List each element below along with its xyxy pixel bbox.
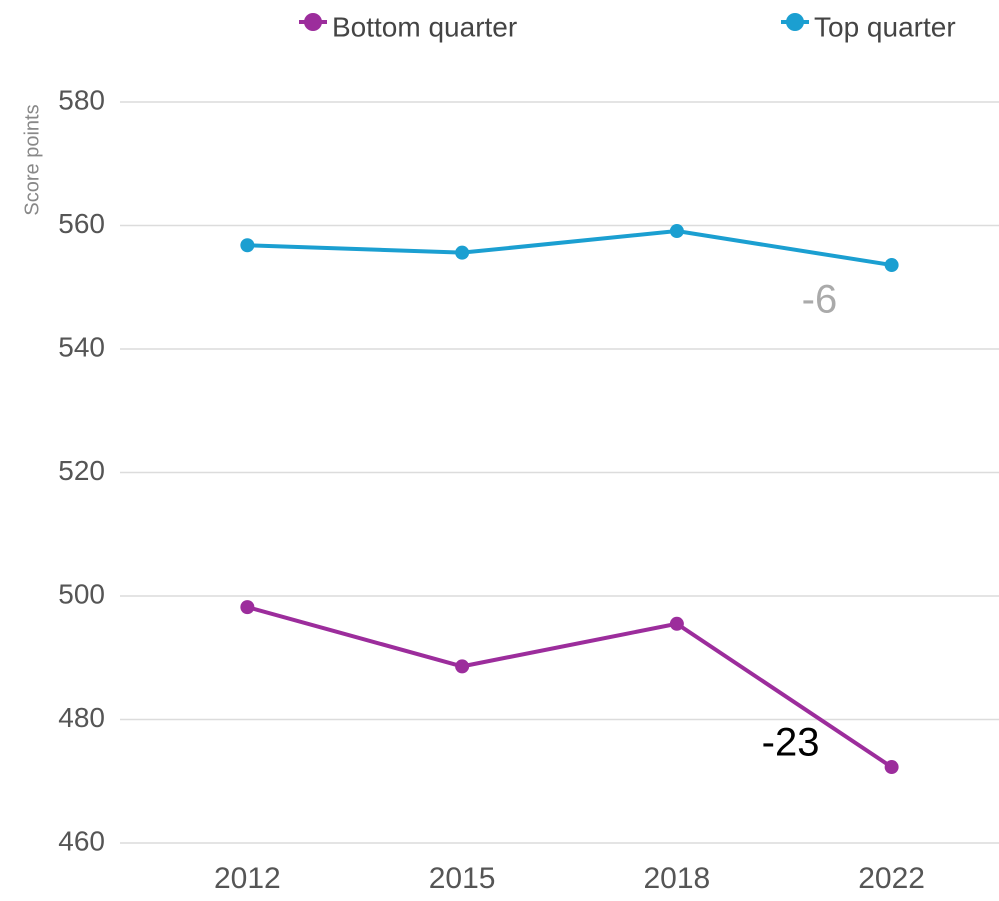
y-tick-label: 540 (58, 331, 105, 362)
y-tick-label: 580 (58, 84, 105, 115)
data-point (884, 258, 899, 273)
y-axis-label: Score points (21, 104, 43, 215)
series-line (247, 229, 892, 267)
legend-label: Top quarter (814, 11, 956, 42)
y-tick-label: 480 (58, 702, 105, 733)
data-point (455, 245, 470, 260)
data-point (240, 238, 255, 253)
data-point (884, 760, 899, 775)
data-point (669, 224, 684, 239)
data-point (240, 600, 255, 615)
legend-swatch (304, 13, 322, 31)
y-tick-label: 560 (58, 208, 105, 239)
y-tick-label: 460 (58, 825, 105, 856)
legend-swatch (786, 13, 804, 31)
annotation: -23 (762, 721, 820, 765)
x-tick-label: 2015 (429, 862, 496, 895)
x-tick-label: 2012 (214, 862, 281, 895)
annotation: -6 (802, 278, 838, 322)
x-tick-label: 2018 (644, 862, 711, 895)
x-tick-label: 2022 (858, 862, 925, 895)
data-point (669, 616, 684, 631)
legend-label: Bottom quarter (332, 11, 517, 42)
series-line (246, 605, 893, 769)
data-point (455, 659, 470, 674)
y-tick-label: 500 (58, 578, 105, 609)
y-tick-label: 520 (58, 455, 105, 486)
